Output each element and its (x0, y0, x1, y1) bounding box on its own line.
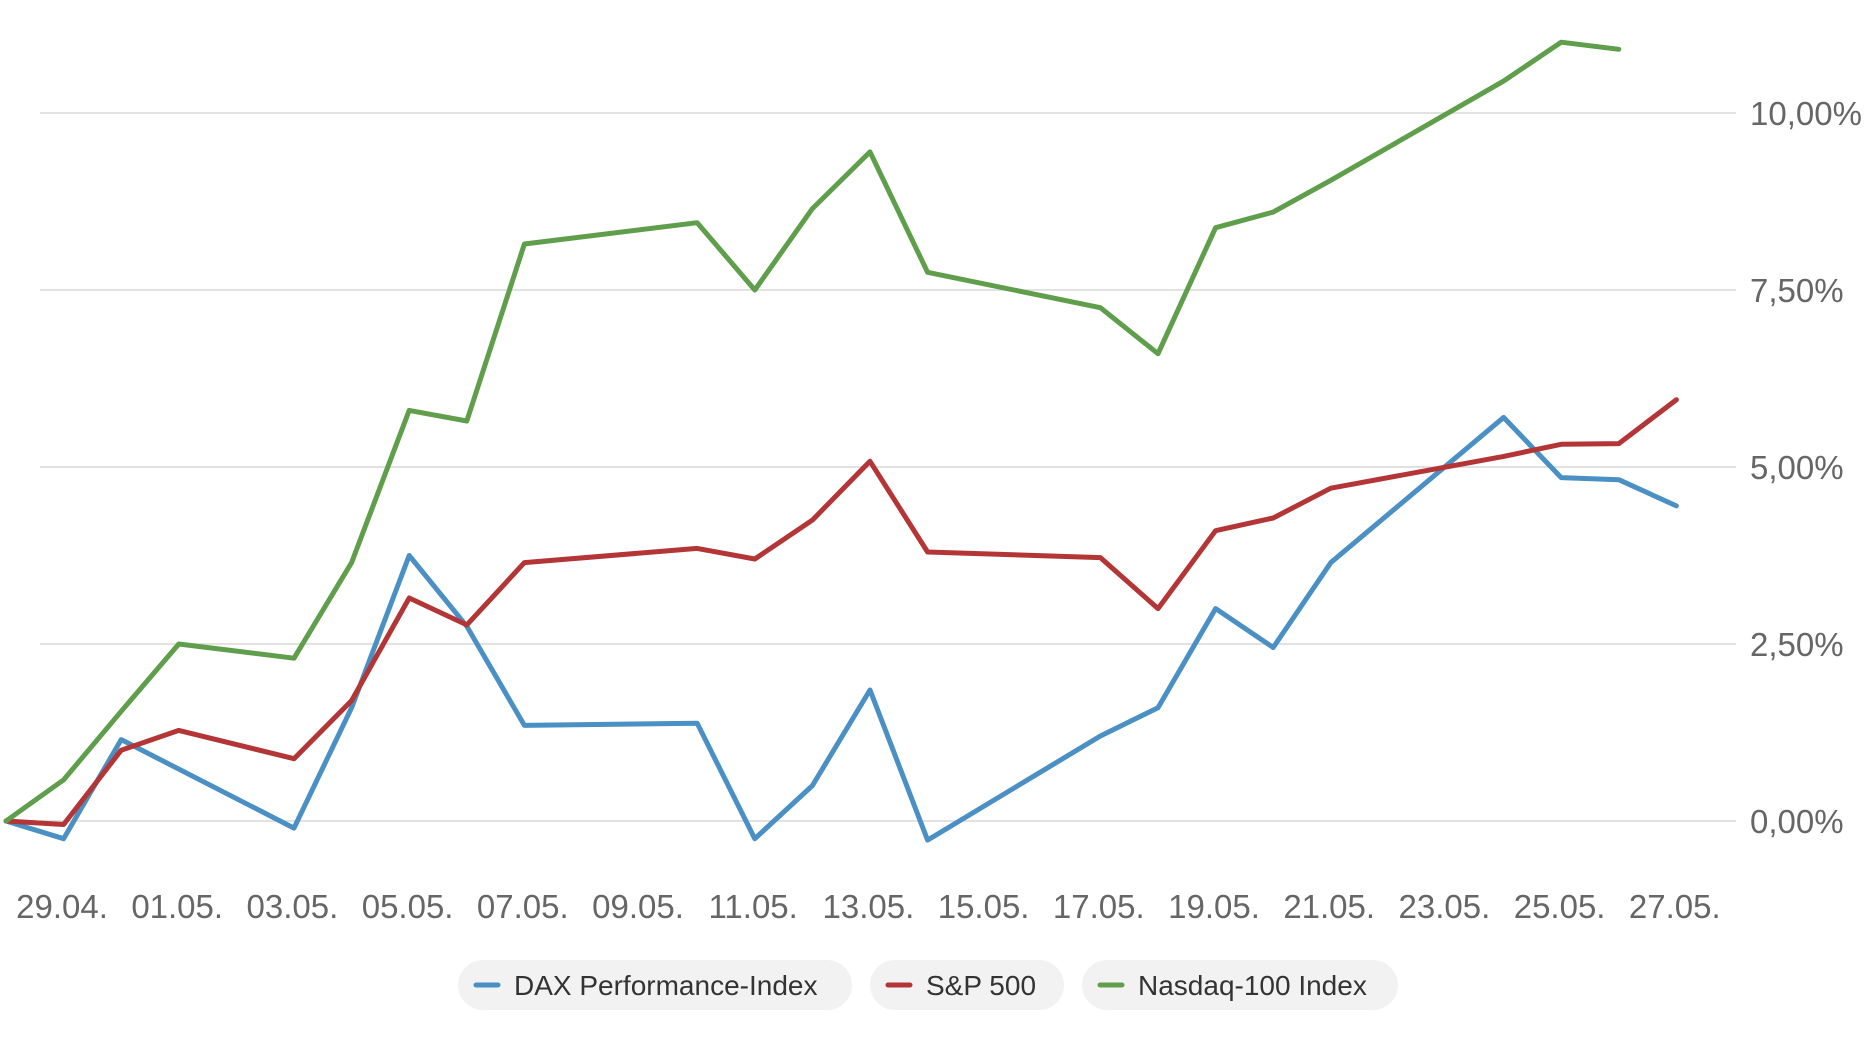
legend-item-2[interactable]: Nasdaq-100 Index (1082, 960, 1398, 1010)
series-line-1 (3, 397, 1679, 827)
series-line-0 (3, 414, 1679, 843)
legend-label: S&P 500 (926, 970, 1036, 1001)
x-tick-label: 21.05. (1283, 888, 1375, 925)
x-tick-label: 01.05. (131, 888, 223, 925)
y-axis-tick-labels: 0,00% 2,50% 5,00% 7,50% 10,00% (1750, 95, 1862, 840)
y-tick-label: 2,50% (1750, 626, 1844, 663)
x-tick-label: 27.05. (1629, 888, 1721, 925)
grid-lines (40, 112, 1736, 822)
x-tick-label: 15.05. (938, 888, 1030, 925)
x-tick-label: 11.05. (709, 888, 798, 925)
x-tick-label: 13.05. (823, 888, 915, 925)
x-tick-label: 29.04. (16, 888, 108, 925)
legend-label: Nasdaq-100 Index (1138, 970, 1367, 1001)
x-tick-label: 05.05. (362, 888, 454, 925)
legend: DAX Performance-Index S&P 500 Nasdaq-100 I… (458, 960, 1398, 1010)
y-tick-label: 7,50% (1750, 272, 1844, 309)
x-tick-label: 03.05. (247, 888, 339, 925)
legend-item-1[interactable]: S&P 500 (870, 960, 1064, 1010)
legend-label: DAX Performance-Index (514, 970, 817, 1001)
x-tick-label: 23.05. (1399, 888, 1491, 925)
series-lines (3, 39, 1679, 843)
y-tick-label: 10,00% (1750, 95, 1862, 132)
y-tick-label: 5,00% (1750, 449, 1844, 486)
series-line-2 (3, 39, 1622, 824)
x-tick-label: 17.05. (1053, 888, 1145, 925)
x-axis-tick-labels: 29.04. 01.05. 03.05. 05.05. 07.05. 09.05. 11.0… (16, 888, 1721, 925)
x-tick-label: 19.05. (1168, 888, 1260, 925)
legend-item-0[interactable]: DAX Performance-Index (458, 960, 852, 1010)
x-tick-label: 07.05. (477, 888, 569, 925)
legend-item-background (1082, 960, 1398, 1010)
legend-item-background (870, 960, 1064, 1010)
x-tick-label: 09.05. (592, 888, 684, 925)
legend-item-background (458, 960, 852, 1010)
y-tick-label: 0,00% (1750, 803, 1844, 840)
x-tick-label: 25.05. (1514, 888, 1606, 925)
